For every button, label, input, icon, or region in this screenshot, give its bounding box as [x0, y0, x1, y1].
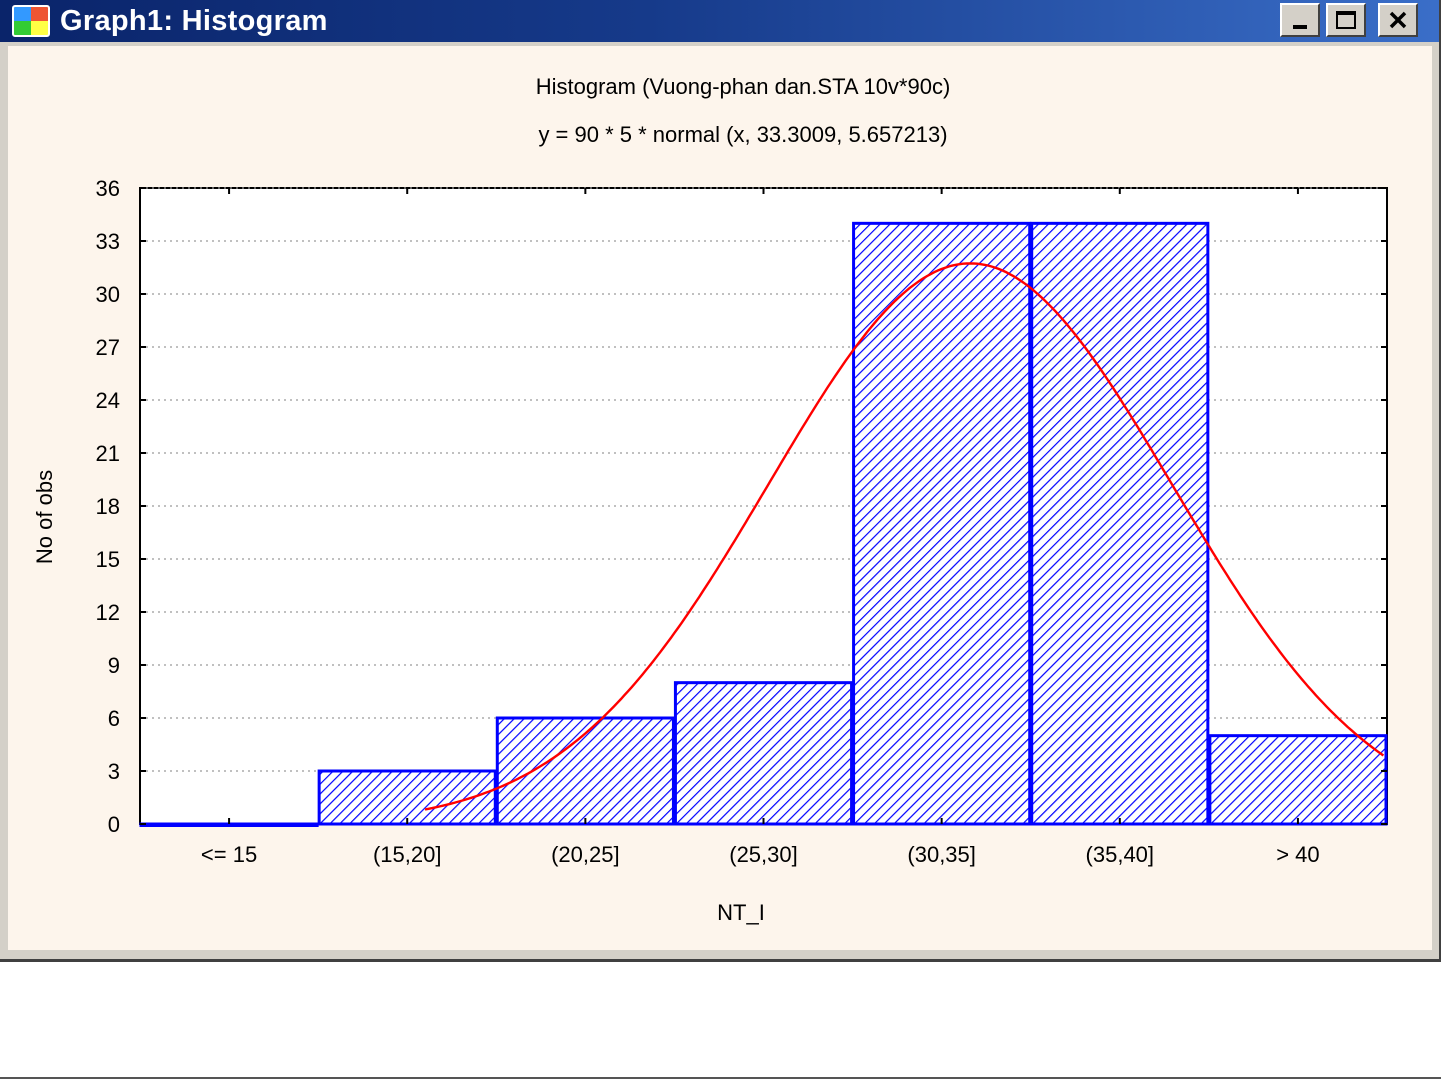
graph-area: Histogram (Vuong-phan dan.STA 10v*90c) y…: [8, 46, 1432, 950]
statistica-graph-icon[interactable]: [12, 5, 50, 37]
histogram-bar: [139, 822, 319, 827]
histogram-bar: [852, 221, 1032, 826]
x-tick-label: (25,30]: [729, 842, 798, 867]
histogram-bar: [673, 681, 854, 826]
y-tick-label: 3: [108, 759, 120, 784]
histogram-bar: [1208, 734, 1388, 826]
y-tick-label: 15: [96, 547, 120, 572]
x-tick-label: (15,20]: [373, 842, 442, 867]
maximize-icon: [1336, 11, 1356, 29]
y-tick-label: 6: [108, 706, 120, 731]
normal-fit-curve: [424, 262, 1385, 811]
minimize-button[interactable]: [1280, 3, 1320, 37]
close-button[interactable]: [1378, 3, 1418, 37]
title-bar[interactable]: Graph1: Histogram: [0, 0, 1439, 42]
chart-title: Histogram (Vuong-phan dan.STA 10v*90c): [536, 74, 951, 99]
y-tick-label: 36: [96, 176, 120, 201]
window-title: Graph1: Histogram: [60, 4, 328, 37]
histogram-chart: Histogram (Vuong-phan dan.STA 10v*90c) y…: [32, 74, 1388, 925]
y-tick-label: 33: [96, 229, 120, 254]
x-tick-label: <= 15: [201, 842, 257, 867]
x-tick-label: (35,40]: [1086, 842, 1155, 867]
y-tick-label: 21: [96, 441, 120, 466]
minimize-icon: [1293, 25, 1307, 29]
x-axis-label: NT_I: [717, 900, 765, 925]
histogram-bar: [1030, 221, 1210, 826]
x-tick-label: (20,25]: [551, 842, 620, 867]
y-axis-label: No of obs: [32, 470, 57, 564]
y-tick-label: 27: [96, 335, 120, 360]
histogram-window: Graph1: Histogram Histogram (Vuong-phan …: [0, 0, 1441, 962]
y-tick-label: 0: [108, 812, 120, 837]
y-tick-label: 30: [96, 282, 120, 307]
close-icon: [1389, 11, 1407, 29]
y-tick-label: 9: [108, 653, 120, 678]
y-tick-label: 12: [96, 600, 120, 625]
x-tick-label: > 40: [1276, 842, 1319, 867]
y-tick-label: 24: [96, 388, 120, 413]
chart-subtitle: y = 90 * 5 * normal (x, 33.3009, 5.65721…: [538, 122, 947, 147]
divider-line: [0, 1077, 1441, 1079]
histogram-bar: [495, 716, 675, 826]
maximize-button[interactable]: [1326, 3, 1366, 37]
x-tick-label: (30,35]: [907, 842, 976, 867]
y-tick-label: 18: [96, 494, 120, 519]
